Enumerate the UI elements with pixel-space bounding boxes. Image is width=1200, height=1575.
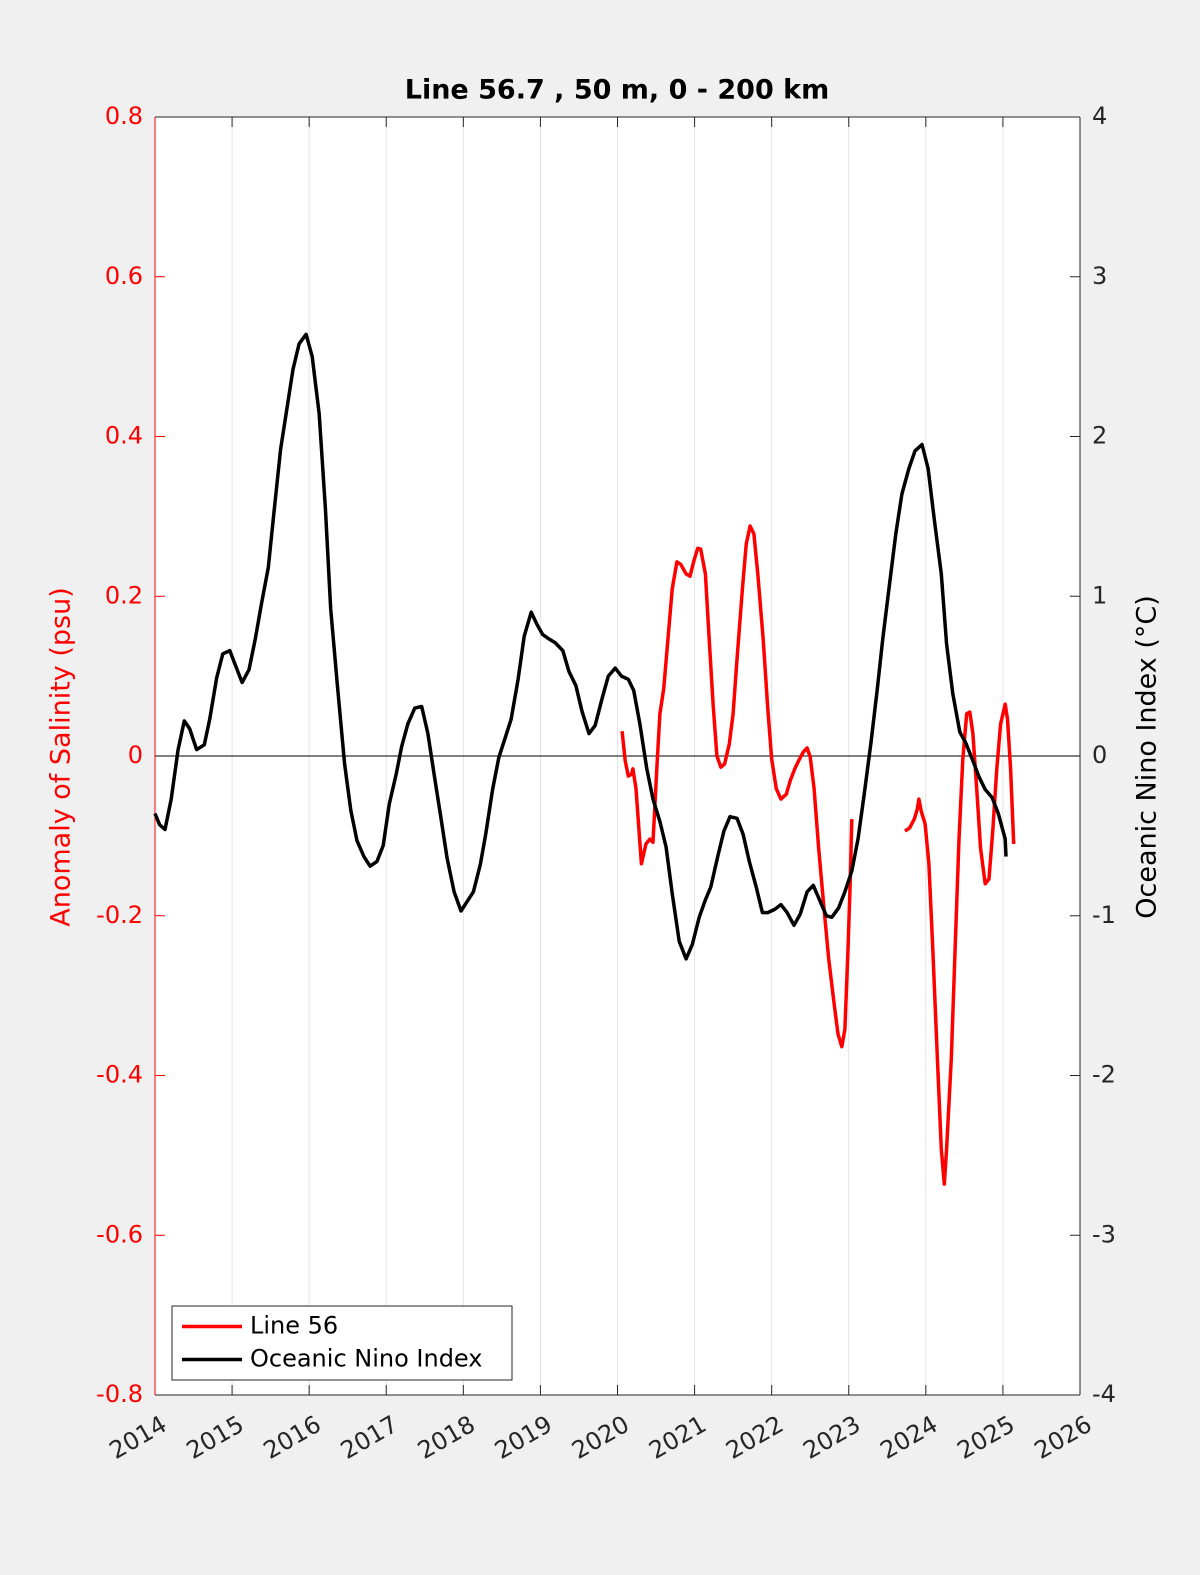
x-tick-label: 2025	[953, 1410, 1020, 1465]
y2-tick-label: 3	[1092, 262, 1107, 290]
y-tick-label: 0.2	[105, 581, 143, 609]
chart-title: Line 56.7 , 50 m, 0 - 200 km	[405, 75, 829, 106]
y-tick-label: -0.2	[96, 901, 143, 929]
x-tick-label: 2019	[490, 1410, 557, 1465]
y-tick-label: -0.8	[96, 1380, 143, 1408]
legend-label: Oceanic Nino Index	[250, 1345, 482, 1373]
y2-tick-label: -1	[1092, 901, 1116, 929]
series-line	[153, 332, 1008, 961]
x-tick-label: 2021	[644, 1410, 711, 1465]
x-tick-label: 2020	[567, 1410, 634, 1465]
x-tick-label: 2024	[875, 1410, 942, 1465]
x-tick-label: 2014	[105, 1410, 172, 1465]
legend-label: Line 56	[250, 1312, 338, 1340]
x-tick-label: 2018	[413, 1410, 480, 1465]
y-axis-label: Anomaly of Salinity (psu)	[46, 587, 77, 926]
y2-axis-label: Oceanic Nino Index (°C)	[1132, 595, 1163, 919]
x-tick-label: 2015	[182, 1410, 249, 1465]
y-tick-label: -0.4	[96, 1061, 143, 1089]
legend-box	[171, 1305, 513, 1381]
y2-tick-label: 4	[1092, 102, 1107, 130]
y-tick-label: 0	[128, 741, 143, 769]
y2-tick-label: -3	[1092, 1220, 1116, 1248]
y-tick-label: 0.6	[105, 262, 143, 290]
x-tick-label: 2017	[336, 1410, 403, 1465]
x-tick-label: 2023	[798, 1410, 865, 1465]
x-tick-label: 2016	[259, 1410, 326, 1465]
y2-tick-label: -2	[1092, 1061, 1116, 1089]
y-tick-label: -0.6	[96, 1220, 143, 1248]
x-tick-label: 2026	[1030, 1410, 1097, 1465]
x-tick-label: 2022	[721, 1410, 788, 1465]
y-tick-label: 0.4	[105, 422, 143, 450]
y2-tick-label: 2	[1092, 422, 1107, 450]
y-tick-label: 0.8	[105, 102, 143, 130]
y2-tick-label: 1	[1092, 581, 1107, 609]
y2-tick-label: 0	[1092, 741, 1107, 769]
y2-tick-label: -4	[1092, 1380, 1116, 1408]
series-line	[620, 524, 1016, 1186]
